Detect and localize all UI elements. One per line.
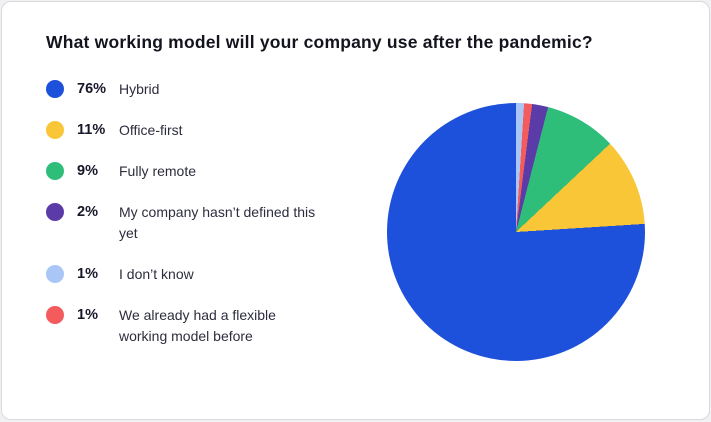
- legend-color-dot: [46, 121, 64, 139]
- chart-title: What working model will your company use…: [46, 32, 593, 52]
- legend-color-dot: [46, 80, 64, 98]
- legend-color-dot: [46, 162, 64, 180]
- legend-color-dot: [46, 265, 64, 283]
- legend-label: Hybrid: [119, 81, 160, 97]
- legend-label: We already had a flexible working model …: [119, 307, 276, 344]
- legend-label: I don’t know: [119, 266, 194, 282]
- legend-percent: 9%: [77, 163, 98, 179]
- legend-label: My company hasn’t defined this yet: [119, 204, 316, 241]
- legend-item: 1% We already had a flexible working mode…: [46, 305, 387, 347]
- legend-item: 76% Hybrid: [46, 79, 387, 100]
- legend-item: 2% My company hasn’t defined this yet: [46, 202, 387, 244]
- legend-percent: 1%: [77, 266, 98, 282]
- legend-percent: 11%: [77, 122, 106, 138]
- pie-wrap: [387, 103, 645, 361]
- legend-percent: 2%: [77, 204, 98, 220]
- pie-chart: [387, 103, 645, 361]
- legend-item: 9% Fully remote: [46, 161, 387, 182]
- legend: 76% Hybrid 11% Office-first 9% Fully remote 2%…: [46, 69, 387, 367]
- legend-item: 1% I don’t know: [46, 264, 387, 285]
- legend-item: 11% Office-first: [46, 120, 387, 141]
- chart-content: 76% Hybrid 11% Office-first 9% Fully remote 2%…: [46, 69, 675, 395]
- legend-label: Fully remote: [119, 163, 197, 179]
- legend-color-dot: [46, 306, 64, 324]
- legend-color-dot: [46, 203, 64, 221]
- legend-percent: 1%: [77, 307, 98, 323]
- legend-percent: 76%: [77, 81, 107, 97]
- legend-label: Office-first: [119, 122, 183, 138]
